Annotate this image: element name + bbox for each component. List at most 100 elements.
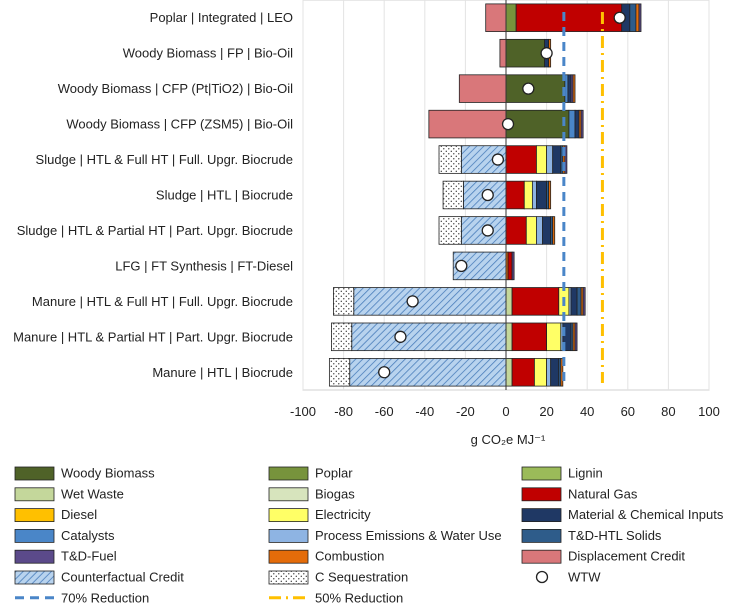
category-label: Woody Biomass | FP | Bio-Oil xyxy=(123,46,293,61)
legend-label: Catalysts xyxy=(61,528,115,543)
legend-label: Woody Biomass xyxy=(61,466,155,481)
legend-swatch xyxy=(14,549,55,564)
bar-segment-combustion xyxy=(635,3,640,32)
x-tick-label: 0 xyxy=(502,404,509,419)
category-label: LFG | FT Synthesis | FT-Diesel xyxy=(115,258,293,273)
wtw-markers xyxy=(378,11,626,379)
bar-segment-natgas xyxy=(505,145,537,174)
legend-label: Biogas xyxy=(315,486,355,501)
bar-segment-natgas xyxy=(511,287,560,316)
bar-segment-process xyxy=(546,358,552,387)
category-label: Woody Biomass | CFP (Pt|TiO2) | Bio-Oil xyxy=(58,81,293,96)
bar-segment-tdfuel xyxy=(638,3,642,32)
legend-swatch xyxy=(521,466,562,481)
bar-segment-displacement xyxy=(458,74,507,103)
bar-segment-electricity xyxy=(525,216,537,245)
x-tick-label: -40 xyxy=(415,404,434,419)
wtw-marker xyxy=(613,11,626,24)
bar-segment-sequestration xyxy=(333,287,355,316)
bar-segment-tdfuel xyxy=(574,322,578,352)
bar-segment-tdfuel xyxy=(580,109,584,139)
legend-label: Displacement Credit xyxy=(568,549,685,564)
wtw-marker xyxy=(406,295,419,308)
bar-segment-combustion xyxy=(552,216,556,245)
bar-segment-natgas xyxy=(515,3,623,32)
legend-swatch xyxy=(14,466,55,481)
legend-label: Combustion xyxy=(315,549,384,564)
legend-swatch xyxy=(268,508,309,523)
legend-swatch xyxy=(14,508,55,523)
bar-segment-catalysts xyxy=(568,109,576,139)
legend-label: T&D-HTL Solids xyxy=(568,528,662,543)
bar-segment-combustion xyxy=(572,74,576,103)
wtw-marker xyxy=(455,259,468,273)
legend-label: Lignin xyxy=(568,466,603,481)
legend-label: Counterfactual Credit xyxy=(61,570,184,585)
legend-label: Electricity xyxy=(315,507,371,522)
legend-swatch xyxy=(521,487,562,502)
x-axis-title: g CO₂e MJ⁻¹ xyxy=(471,432,546,447)
bar-segment-sequestration xyxy=(438,216,462,245)
bar-segment-counterfactual xyxy=(351,322,507,352)
legend-swatch xyxy=(268,487,309,502)
bar-segment-natgas xyxy=(507,251,513,281)
legend-swatch xyxy=(521,508,562,523)
legend-item-red50: 50% Reduction xyxy=(269,590,403,603)
bar-segment-combustion xyxy=(548,180,552,210)
legend-swatch xyxy=(268,570,309,585)
bar-segment-natgas xyxy=(505,180,525,210)
legend-item-woody: Woody Biomass xyxy=(14,466,155,481)
legend-label: Poplar xyxy=(315,466,353,481)
bar-segment-sequestration xyxy=(328,358,351,387)
legend-label: Process Emissions & Water Use xyxy=(315,528,502,543)
bar-segment-material xyxy=(542,216,552,245)
legend-item-counterfactual: Counterfactual Credit xyxy=(14,570,184,585)
bar-segment-tdfuel xyxy=(582,287,586,316)
legend-item-combustion: Combustion xyxy=(268,549,384,564)
wtw-marker xyxy=(540,47,553,60)
reference-lines xyxy=(562,12,604,383)
bar-segment-tdfuel xyxy=(564,145,568,174)
legend-label: Wet Waste xyxy=(61,486,124,501)
bar-segment-electricity xyxy=(523,180,533,210)
bar-segment-material xyxy=(570,287,578,316)
legend-label: Material & Chemical Inputs xyxy=(568,507,724,522)
x-tick-label: -80 xyxy=(334,404,353,419)
bar-segment-wetwaste xyxy=(505,358,513,387)
wtw-marker xyxy=(394,330,407,343)
legend-label: Diesel xyxy=(61,507,97,522)
bar-segment-counterfactual xyxy=(353,287,507,316)
bar-segment-tdhtl xyxy=(576,287,582,316)
legend-item-tdfuel: T&D-Fuel xyxy=(14,549,117,564)
wtw-marker xyxy=(522,82,535,95)
legend-swatch xyxy=(268,466,309,481)
bar-segment-tdfuel xyxy=(511,251,515,281)
x-tick-label: 100 xyxy=(698,404,720,419)
legend-swatch xyxy=(14,487,55,502)
wtw-marker xyxy=(501,117,515,131)
legend-item-wetwaste: Wet Waste xyxy=(14,486,124,502)
legend-item-wtw: WTW xyxy=(535,570,601,585)
x-axis-ticks: -100 -80 -60 -40 -20 0 20 40 60 80 100 xyxy=(290,404,720,419)
wtw-marker xyxy=(481,224,494,237)
bar-segment-poplar xyxy=(505,3,517,32)
x-tick-label: -20 xyxy=(456,404,475,419)
legend-swatch xyxy=(268,529,309,543)
wtw-marker xyxy=(491,153,505,166)
legend-label: Natural Gas xyxy=(568,486,638,501)
category-label: Manure | HTL & Partial HT | Part. Upgr. … xyxy=(13,329,293,344)
legend-swatch xyxy=(521,529,562,543)
legend-item-tdhtl: T&D-HTL Solids xyxy=(521,528,662,543)
bar-segment-process xyxy=(536,216,543,245)
bar-segment-natgas xyxy=(511,358,535,387)
bar-segment-displacement xyxy=(428,109,507,139)
bar-segment-natgas xyxy=(511,322,548,352)
x-tick-label: -100 xyxy=(290,404,316,419)
legend-label: C Sequestration xyxy=(315,570,408,585)
legend-item-catalysts: Catalysts xyxy=(14,528,115,543)
plot-area xyxy=(302,0,710,391)
x-tick-label: 60 xyxy=(621,404,635,419)
category-label: Sludge | HTL & Partial HT | Part. Upgr. … xyxy=(17,223,293,238)
legend-item-biogas: Biogas xyxy=(268,486,355,502)
bar-segment-displacement xyxy=(499,38,507,68)
